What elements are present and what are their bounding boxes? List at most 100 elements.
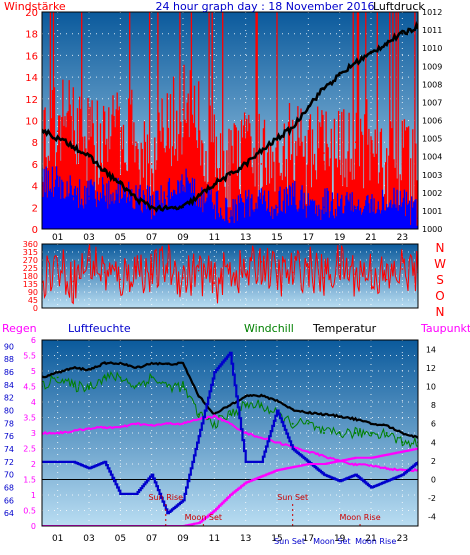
wind-speed-point — [276, 152, 278, 154]
wind-direction-point — [119, 278, 122, 281]
windchill-line-point — [56, 376, 59, 379]
temperature-line-point — [385, 424, 388, 427]
pressure-point — [370, 52, 372, 55]
rain-line-point — [401, 450, 404, 453]
wind-tick-label: 10 — [25, 117, 38, 128]
annotation-label: Moon Set — [313, 537, 350, 546]
windchill-label: Windchill — [244, 322, 294, 335]
rain-line — [42, 447, 418, 526]
direction-tick-label: 0 — [33, 304, 38, 313]
wind-gust-point — [166, 195, 169, 198]
pressure-point — [244, 162, 247, 165]
pressure-point — [260, 150, 263, 153]
annotation-label: Sun Rise — [148, 493, 183, 502]
x-tick-label: 17 — [303, 534, 314, 544]
wind-gust-point — [276, 206, 278, 209]
wind-speed-point — [56, 130, 59, 133]
annotation-label: Sun Set — [277, 493, 308, 502]
temp-tick-label: 14 — [426, 345, 436, 354]
x-tick-label: 01 — [52, 233, 63, 243]
windchill-line-point — [354, 432, 357, 434]
plot-frame-wind — [41, 11, 419, 230]
dewpoint-line-point — [72, 430, 75, 433]
dewpoint-line-point — [244, 432, 247, 434]
temp-tick-label: 0 — [431, 476, 436, 485]
dewpoint-line-point — [103, 426, 106, 429]
wind-speed-point — [338, 163, 341, 165]
temperature-line-point — [197, 394, 200, 397]
temp-tick-label: -4 — [428, 513, 436, 522]
humidity-line-point — [338, 480, 341, 483]
wind-direction-point — [370, 269, 372, 272]
wind-gust-point — [401, 206, 404, 209]
pressure-point — [307, 105, 310, 108]
humidity-tick-label: 64 — [4, 509, 14, 518]
rain-line-point — [260, 475, 263, 478]
dewpoint-line-point — [323, 455, 325, 458]
pressure-tick-label: 1003 — [422, 171, 442, 180]
humidity-tick-label: 82 — [4, 394, 14, 403]
rain-tick-label: 0.5 — [23, 507, 36, 516]
humidity-line-point — [401, 473, 404, 476]
temp-tick-label: 2 — [431, 457, 436, 466]
annotation-label: Moon Rise — [355, 537, 396, 546]
humidity-line-point — [150, 473, 153, 476]
wind-tick-label: 20 — [25, 8, 38, 19]
pressure-point — [56, 137, 59, 140]
humidity-line-point — [354, 473, 357, 476]
wind-tick-label: 12 — [25, 95, 38, 106]
pressure-point — [119, 182, 122, 185]
rain-line-point — [307, 463, 310, 465]
wind-gust-point — [323, 206, 325, 209]
humidity-line-point — [182, 499, 184, 502]
humidity-line-point — [260, 460, 263, 463]
plot-frame-direction — [41, 243, 419, 309]
humidity-tick-label: 68 — [4, 484, 14, 493]
dewpoint-line-point — [213, 415, 216, 418]
rain-tick-label: 5 — [31, 367, 36, 376]
humidity-line-point — [135, 492, 137, 495]
windchill-line-point — [244, 404, 247, 407]
humidity-tick-label: 66 — [4, 496, 14, 505]
x-tick-label: 05 — [115, 534, 126, 544]
dewpoint-line-point — [260, 436, 263, 439]
x-tick-label: 05 — [115, 233, 126, 243]
chart-title: 24 hour graph day : 18 November 2016 — [155, 0, 374, 13]
x-tick-label: 13 — [240, 534, 251, 544]
x-tick-label: 07 — [146, 534, 157, 544]
wind-direction-series — [42, 244, 418, 305]
wind-speed-point — [166, 141, 169, 143]
temperature-label: Temperatur — [312, 322, 377, 335]
temperature-line-point — [103, 362, 106, 365]
wind-direction-point — [166, 262, 169, 265]
wind-direction-point — [307, 266, 310, 268]
direction-tick-label: 270 — [23, 256, 38, 265]
wind-direction-point — [276, 275, 278, 277]
x-tick-label: 19 — [334, 534, 346, 544]
humidity-tick-label: 70 — [4, 471, 14, 480]
temperature-line-point — [150, 362, 153, 365]
x-tick-label: 23 — [397, 233, 408, 243]
temp-tick-label: 10 — [426, 383, 436, 392]
x-tick-label: 15 — [271, 233, 282, 243]
dewpoint-line-point — [150, 424, 153, 427]
wind-speed-point — [260, 163, 263, 165]
pressure-series — [42, 20, 418, 213]
temperature-line-point — [229, 404, 231, 407]
windchill-line-point — [291, 422, 294, 425]
wind-speed-point — [307, 163, 310, 165]
windchill-line-point — [135, 385, 137, 388]
pressure-point — [213, 182, 216, 185]
humidity-line-point — [213, 371, 216, 374]
wind-speed-point — [401, 163, 404, 165]
direction-tick-label: 225 — [23, 264, 38, 273]
dewpoint-line-point — [370, 464, 372, 467]
x-tick-label: 07 — [146, 233, 157, 243]
temperature-line-point — [370, 422, 372, 425]
pressure-label: Luftdruck — [373, 0, 425, 13]
pressure-tick-label: 1005 — [422, 135, 442, 144]
windchill-line-point — [182, 385, 184, 388]
windchill-line-point — [103, 376, 106, 379]
dewpoint-line-point — [229, 422, 231, 425]
wind-direction-point — [354, 273, 357, 276]
